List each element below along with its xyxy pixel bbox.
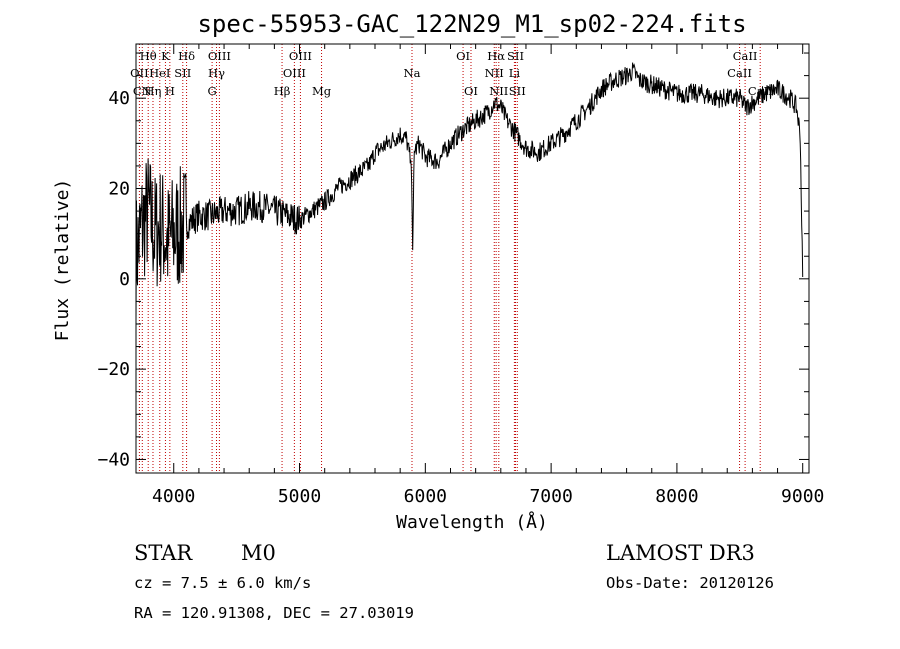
object-subclass: M0	[241, 541, 276, 565]
line-label-21: NII	[489, 84, 508, 98]
redshift-text: cz = 7.5 ± 6.0 km/s	[134, 574, 311, 592]
line-label-20: NII	[485, 66, 504, 80]
x-tick-label-1: 5000	[278, 486, 321, 507]
spectrum-series	[135, 62, 804, 320]
line-label-5: K	[161, 49, 170, 63]
line-label-7: SII	[174, 66, 191, 80]
x-axis-ticks: 4000 5000 6000 7000 8000 9000	[152, 44, 824, 507]
x-tick-label-4: 8000	[655, 486, 698, 507]
line-label-6: H	[165, 84, 175, 98]
x-tick-label-2: 6000	[404, 486, 447, 507]
line-label-4: HeI	[149, 66, 170, 80]
y-tick-label-0: −40	[97, 449, 130, 470]
line-label-17: OI	[456, 49, 470, 63]
y-tick-label-2: 0	[119, 269, 130, 290]
line-label-12: Hβ	[274, 84, 291, 98]
line-label-11: G	[208, 84, 217, 98]
chart-title: spec-55953-GAC_122N29_M1_sp02-224.fits	[197, 10, 746, 38]
y-axis-ticks: −40 −20 0 20 40	[97, 52, 809, 470]
x-tick-label-3: 7000	[529, 486, 572, 507]
line-label-2: Hη	[145, 84, 162, 98]
line-label-26: CaII	[727, 66, 752, 80]
obs-date: Obs-Date: 20120126	[606, 574, 774, 592]
object-class: STAR	[134, 541, 193, 565]
plot-frame	[135, 43, 810, 474]
line-label-14: OIII	[283, 66, 306, 80]
coordinates: RA = 120.91308, DEC = 27.03019	[134, 604, 414, 622]
x-axis-label: Wavelength (Å)	[396, 511, 548, 533]
line-label-18: OI	[464, 84, 478, 98]
line-label-0: Hθ	[140, 49, 157, 63]
spectral-line-markers	[138, 44, 761, 473]
line-label-19: Hα	[487, 49, 505, 63]
y-tick-label-4: 40	[108, 88, 130, 109]
line-label-23: Li	[509, 66, 521, 80]
spectrum-line	[135, 62, 804, 320]
line-label-25: CaII	[733, 49, 758, 63]
line-label-10: Hγ	[208, 66, 225, 80]
line-label-1: OII	[130, 66, 149, 80]
line-label-9: OIII	[208, 49, 231, 63]
line-label-8: Hδ	[178, 49, 195, 63]
line-label-13: OIII	[289, 49, 312, 63]
y-tick-label-3: 20	[108, 179, 130, 200]
survey-name: LAMOST DR3	[606, 541, 755, 565]
line-label-24: SII	[509, 84, 526, 98]
line-label-3: CN	[133, 84, 152, 98]
line-label-16: Na	[404, 66, 421, 80]
line-label-22: SII	[507, 49, 524, 63]
line-label-15: Mg	[312, 84, 332, 98]
y-axis-label: Flux (relative)	[52, 179, 73, 342]
x-tick-label-5: 9000	[781, 486, 824, 507]
y-tick-label-1: −20	[97, 359, 130, 380]
x-tick-label-0: 4000	[152, 486, 195, 507]
